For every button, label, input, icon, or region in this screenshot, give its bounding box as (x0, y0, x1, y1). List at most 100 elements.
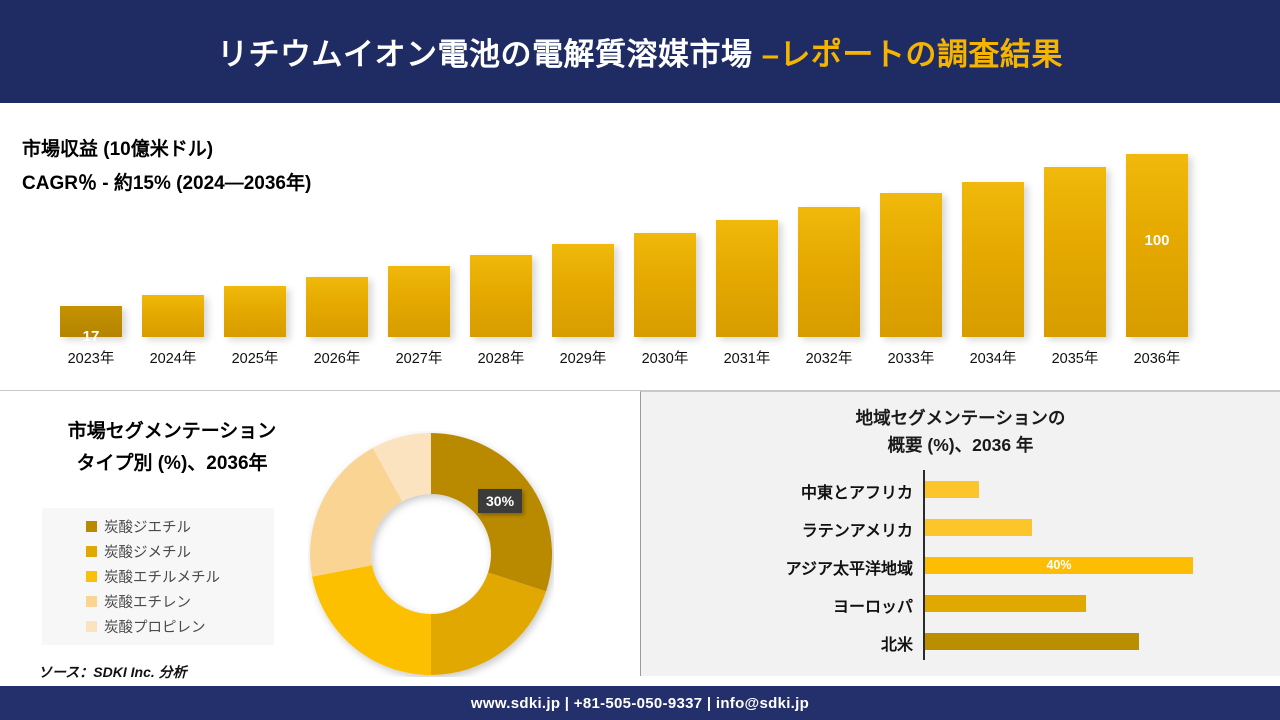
donut-slice (372, 433, 431, 502)
revenue-bar-column (634, 233, 696, 337)
revenue-bar: 17 (60, 306, 122, 345)
region-row: アジア太平洋地域 40% (641, 546, 1280, 584)
source-note: ソース：SDKI Inc. 分析 (38, 664, 187, 680)
revenue-bar-category-label: 2027年 (395, 351, 443, 367)
revenue-bar (962, 182, 1024, 337)
legend-item-label: 炭酸エチルメチル (104, 570, 220, 586)
revenue-bar-column (224, 286, 286, 337)
region-bar (925, 481, 979, 498)
revenue-bar-column (142, 295, 204, 337)
revenue-bar-column (798, 207, 860, 337)
revenue-bar-column (962, 182, 1024, 337)
region-segmentation-title-line1: 地域セグメンテーションの (855, 408, 1066, 428)
legend-color-swatch (86, 571, 97, 582)
region-row: 中東とアフリカ (641, 470, 1280, 508)
region-bar-value-label: 40% (1046, 558, 1072, 572)
region-chart-axis (923, 470, 925, 660)
type-segmentation-panel: 市場セグメンテーション タイプ別 (%)、2036年 炭酸ジエチル 炭酸ジメチル炭… (0, 391, 639, 676)
legend-item: 炭酸ジメチル (42, 539, 274, 564)
region-category-label: 北米 (880, 637, 913, 654)
legend-item-label: 炭酸エチレン (104, 595, 191, 611)
revenue-bar-category-label: 2026年 (313, 351, 361, 367)
legend-item-label: 炭酸プロピレン (104, 620, 206, 636)
legend-item: 炭酸ジエチル (42, 514, 274, 539)
revenue-bar (880, 193, 942, 337)
revenue-bar-category-label: 2025年 (231, 351, 279, 367)
revenue-bar (716, 220, 778, 337)
revenue-bar-category-label: 2024年 (149, 351, 197, 367)
type-segmentation-title-line1: 市場セグメンテーション (67, 421, 277, 442)
page-title: リチウムイオン電池の電解質溶媒市場 –レポートの調査結果 (217, 29, 1063, 74)
region-category-label: ラテンアメリカ (801, 523, 913, 540)
donut-slice (310, 447, 403, 577)
donut-value-badge: 30% (478, 489, 523, 513)
donut-slice (312, 565, 431, 675)
revenue-bar-column: 100 (1126, 154, 1188, 337)
legend-item: 炭酸エチレン (42, 589, 274, 614)
revenue-bar-category-label: 2032年 (805, 351, 853, 367)
revenue-bar-column: 17 (60, 306, 122, 345)
revenue-bar-column (306, 277, 368, 337)
type-segmentation-legend: 炭酸ジエチル 炭酸ジメチル炭酸エチルメチル 炭酸エチレン 炭酸プロピレン (42, 508, 274, 645)
revenue-bar-column (470, 255, 532, 337)
donut-slice (431, 572, 547, 675)
legend-item-label: 炭酸ジエチル (104, 520, 191, 536)
revenue-bar-category-label: 2031年 (723, 351, 771, 367)
type-segmentation-title-line2: タイプ別 (%)、2036年 (76, 453, 268, 474)
revenue-bar-category-label: 2036年 (1133, 351, 1181, 367)
region-category-label: 中東とアフリカ (800, 485, 913, 502)
legend-color-swatch (86, 546, 97, 557)
legend-item: 炭酸エチルメチル (42, 564, 274, 589)
region-row: ラテンアメリカ (641, 508, 1280, 546)
cagr-label: CAGR％ - 約15% (2024―2036年) (22, 173, 312, 194)
region-bar: 40% (925, 557, 1193, 574)
region-category-label: ヨーロッパ (832, 599, 913, 616)
revenue-bar-category-label: 2030年 (641, 351, 689, 367)
revenue-bar (552, 244, 614, 337)
revenue-chart-section: 市場収益 (10億米ドル) CAGR％ - 約15% (2024―2036年) … (0, 103, 1280, 391)
revenue-bar (470, 255, 532, 337)
revenue-bar (1044, 167, 1106, 337)
revenue-bar-category-label: 2035年 (1051, 351, 1099, 367)
revenue-bar (142, 295, 204, 337)
legend-color-swatch (86, 521, 97, 532)
revenue-bar (798, 207, 860, 337)
region-bar-chart: 中東とアフリカ ラテンアメリカアジア太平洋地域 40% ヨーロッパ北米 (641, 470, 1280, 665)
revenue-bar (224, 286, 286, 337)
revenue-bar (634, 233, 696, 337)
revenue-bar-category-label: 2034年 (969, 351, 1017, 367)
legend-item: 炭酸プロピレン (42, 614, 274, 639)
region-bar (925, 519, 1032, 536)
revenue-bar-column (388, 266, 450, 337)
region-category-label: アジア太平洋地域 (785, 561, 913, 578)
revenue-bar-category-label: 2033年 (887, 351, 935, 367)
region-row: ヨーロッパ (641, 584, 1280, 622)
legend-color-swatch (86, 621, 97, 632)
footer-contact-text: www.sdki.jp | +81-505-050-9337 | info@sd… (470, 694, 810, 712)
type-segmentation-title: 市場セグメンテーション タイプ別 (%)、2036年 (42, 416, 302, 480)
region-segmentation-title-line2: 概要 (%)、2036 年 (887, 435, 1034, 455)
revenue-bar-category-label: 2028年 (477, 351, 525, 367)
revenue-bar-column (1044, 167, 1106, 337)
revenue-bar-value-label: 100 (1144, 232, 1170, 249)
revenue-bar-column (716, 220, 778, 337)
page-title-accent: –レポートの調査結果 (761, 37, 1063, 72)
legend-item-label: 炭酸ジメチル (104, 545, 191, 561)
revenue-bar (388, 266, 450, 337)
revenue-chart-heading: 市場収益 (10億米ドル) CAGR％ - 約15% (2024―2036年) (22, 133, 311, 201)
revenue-bar: 100 (1126, 154, 1188, 337)
header-banner: リチウムイオン電池の電解質溶媒市場 –レポートの調査結果 (0, 0, 1280, 103)
revenue-bar-column (552, 244, 614, 337)
legend-color-swatch (86, 596, 97, 607)
footer-banner: www.sdki.jp | +81-505-050-9337 | info@sd… (0, 686, 1280, 720)
revenue-bar (306, 277, 368, 337)
revenue-bar-column (880, 193, 942, 337)
revenue-unit-label: 市場収益 (10億米ドル) (22, 139, 214, 160)
revenue-bar-category-label: 2029年 (559, 351, 607, 367)
region-bar (925, 633, 1139, 650)
revenue-bar-value-label: 17 (82, 328, 100, 345)
revenue-bar-chart: 17 2023年 2024年 2025年 2026年 2027年 2028年 2029年 203… (0, 103, 1280, 390)
region-bar (925, 595, 1086, 612)
region-segmentation-panel: 地域セグメンテーションの 概要 (%)、2036 年 中東とアフリカ ラテンアメリ… (640, 391, 1280, 676)
region-row: 北米 (641, 622, 1280, 660)
